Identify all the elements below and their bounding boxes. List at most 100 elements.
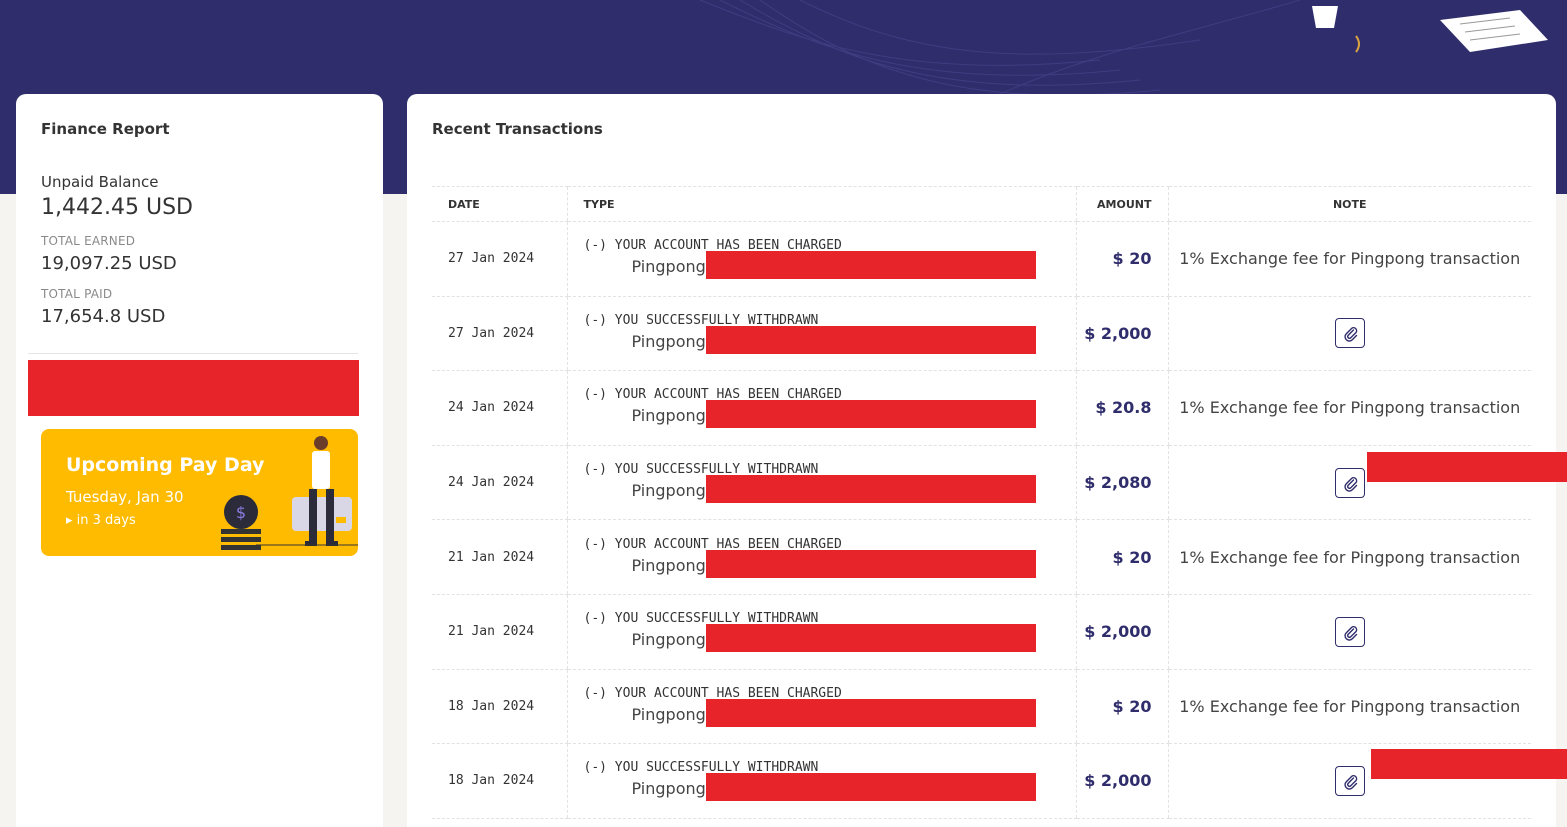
- document-illustration-icon: [1440, 10, 1548, 52]
- redaction: [705, 773, 1036, 802]
- cell-amount: $ 20: [1075, 221, 1168, 297]
- cell-date: 18 Jan 2024: [432, 743, 567, 819]
- type-description: (-) YOUR ACCOUNT HAS BEEN CHARGED: [583, 536, 842, 552]
- type-description: (-) YOU SUCCESSFULLY WITHDRAWN: [583, 611, 819, 627]
- type-method: Pingpong: [584, 251, 1076, 280]
- table-row: 21 Jan 2024 (-) YOU SUCCESSFULLY WITHDRAW…: [432, 594, 1531, 670]
- redaction: [705, 400, 1036, 429]
- total-earned-label: TOTAL EARNED: [41, 234, 136, 248]
- header-note: NOTE: [1167, 186, 1531, 222]
- note-attachment: [1334, 318, 1365, 349]
- cell-amount: $ 2,000: [1075, 743, 1168, 819]
- type-method: Pingpong: [584, 325, 1076, 354]
- method-name: Pingpong: [631, 779, 706, 799]
- cell-date: 27 Jan 2024: [432, 221, 567, 297]
- finance-report-title: Finance Report: [41, 120, 170, 138]
- type-description: (-) YOU SUCCESSFULLY WITHDRAWN: [583, 462, 819, 478]
- type-method: Pingpong: [584, 698, 1076, 727]
- redaction: [705, 549, 1036, 578]
- redaction: [705, 325, 1036, 354]
- cell-date: 24 Jan 2024: [432, 370, 567, 446]
- note-text: 1% Exchange fee for Pingpong transaction: [1179, 249, 1521, 269]
- type-description: (-) YOU SUCCESSFULLY WITHDRAWN: [583, 760, 819, 776]
- paperclip-icon[interactable]: [1334, 616, 1365, 647]
- note-attachment: [1334, 616, 1365, 647]
- redaction: [705, 251, 1036, 280]
- recent-transactions-card: Recent Transactions DATE TYPE AMOUNT NOT…: [407, 94, 1567, 827]
- cell-note: [1167, 743, 1567, 819]
- cell-note: 1% Exchange fee for Pingpong transaction: [1167, 221, 1531, 297]
- redaction: [705, 624, 1036, 653]
- note-text: 1% Exchange fee for Pingpong transaction: [1179, 547, 1521, 567]
- type-method: Pingpong: [584, 400, 1076, 429]
- type-description: (-) YOUR ACCOUNT HAS BEEN CHARGED: [583, 685, 842, 701]
- total-paid-label: TOTAL PAID: [41, 287, 113, 301]
- unpaid-balance-label: Unpaid Balance: [41, 173, 159, 191]
- paperclip-icon[interactable]: [1334, 318, 1365, 349]
- table-row: 24 Jan 2024 (-) YOU SUCCESSFULLY WITHDRAW…: [432, 445, 1567, 521]
- method-name: Pingpong: [631, 481, 706, 501]
- header-type: TYPE: [566, 186, 1076, 222]
- redaction: [1366, 451, 1567, 482]
- cell-note: 1% Exchange fee for Pingpong transaction: [1167, 669, 1531, 745]
- upcoming-pay-day-banner: Upcoming Pay Day Tuesday, Jan 30 ▸ in 3 …: [41, 429, 358, 556]
- method-name: Pingpong: [631, 406, 706, 426]
- cell-note: [1167, 445, 1567, 521]
- paperclip-icon[interactable]: [1334, 467, 1365, 498]
- cell-type: (-) YOU SUCCESSFULLY WITHDRAWN Pingpong: [566, 743, 1076, 819]
- cell-amount: $ 2,000: [1075, 594, 1168, 670]
- cell-type: (-) YOU SUCCESSFULLY WITHDRAWN Pingpong: [566, 594, 1076, 670]
- redaction: [28, 360, 359, 416]
- divider: [28, 353, 358, 354]
- cell-amount: $ 20.8: [1075, 370, 1168, 446]
- redaction: [1370, 748, 1567, 779]
- cell-date: 21 Jan 2024: [432, 594, 567, 670]
- type-method: Pingpong: [584, 773, 1076, 802]
- cell-type: (-) YOUR ACCOUNT HAS BEEN CHARGED Pingpon…: [566, 669, 1076, 745]
- paperclip-icon[interactable]: [1334, 765, 1365, 796]
- type-description: (-) YOUR ACCOUNT HAS BEEN CHARGED: [583, 387, 842, 403]
- cell-type: (-) YOU SUCCESSFULLY WITHDRAWN Pingpong: [566, 296, 1076, 372]
- method-name: Pingpong: [631, 257, 706, 277]
- redaction: [705, 698, 1036, 727]
- cell-type: (-) YOUR ACCOUNT HAS BEEN CHARGED Pingpon…: [566, 370, 1076, 446]
- table-row: 21 Jan 2024 (-) YOUR ACCOUNT HAS BEEN CHA…: [432, 519, 1531, 595]
- payday-countdown: ▸ in 3 days: [66, 513, 136, 528]
- type-description: (-) YOU SUCCESSFULLY WITHDRAWN: [583, 312, 819, 328]
- payday-illustration-icon: $: [221, 436, 358, 550]
- note-attachment: [1334, 451, 1567, 498]
- type-method: Pingpong: [584, 475, 1076, 504]
- cell-type: (-) YOUR ACCOUNT HAS BEEN CHARGED Pingpon…: [566, 519, 1076, 595]
- cell-amount: $ 2,000: [1075, 296, 1168, 372]
- cell-type: (-) YOUR ACCOUNT HAS BEEN CHARGED Pingpon…: [566, 221, 1076, 297]
- cell-note: 1% Exchange fee for Pingpong transaction: [1167, 519, 1531, 595]
- method-name: Pingpong: [631, 630, 706, 650]
- header-date: DATE: [432, 186, 567, 222]
- method-name: Pingpong: [631, 555, 706, 575]
- cell-date: 21 Jan 2024: [432, 519, 567, 595]
- note-text: 1% Exchange fee for Pingpong transaction: [1179, 398, 1521, 418]
- redaction: [705, 475, 1036, 504]
- payday-title: Upcoming Pay Day: [66, 454, 265, 476]
- cell-note: 1% Exchange fee for Pingpong transaction: [1167, 370, 1531, 446]
- finance-report-card: Finance Report Unpaid Balance 1,442.45 U…: [16, 94, 383, 827]
- total-earned-value: 19,097.25 USD: [41, 253, 177, 274]
- cell-note: [1167, 296, 1531, 372]
- header-amount: AMOUNT: [1075, 186, 1168, 222]
- type-method: Pingpong: [584, 549, 1076, 578]
- table-row: 24 Jan 2024 (-) YOUR ACCOUNT HAS BEEN CHA…: [432, 370, 1531, 446]
- svg-text:$: $: [236, 503, 246, 522]
- table-row: 18 Jan 2024 (-) YOUR ACCOUNT HAS BEEN CHA…: [432, 669, 1531, 745]
- cell-amount: $ 20: [1075, 669, 1168, 745]
- transactions-table: DATE TYPE AMOUNT NOTE 27 Jan 2024 (-) YOU…: [432, 186, 1567, 819]
- cell-date: 27 Jan 2024: [432, 296, 567, 372]
- method-name: Pingpong: [631, 331, 706, 351]
- table-header-row: DATE TYPE AMOUNT NOTE: [432, 186, 1531, 222]
- cell-note: [1167, 594, 1531, 670]
- table-row: 18 Jan 2024 (-) YOU SUCCESSFULLY WITHDRAW…: [432, 743, 1567, 819]
- payday-countdown-text: in 3 days: [76, 513, 136, 528]
- total-paid-value: 17,654.8 USD: [41, 306, 166, 327]
- note-attachment: [1334, 748, 1567, 796]
- table-row: 27 Jan 2024 (-) YOUR ACCOUNT HAS BEEN CHA…: [432, 221, 1531, 297]
- cell-amount: $ 20: [1075, 519, 1168, 595]
